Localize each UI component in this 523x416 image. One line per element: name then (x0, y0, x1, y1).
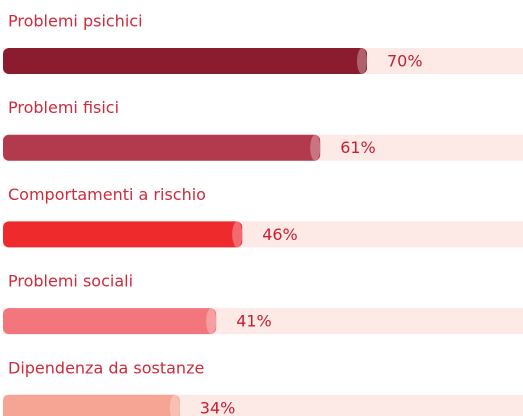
bar (3, 221, 243, 248)
value-label: 46% (262, 225, 298, 244)
bar (3, 394, 180, 416)
category-label: Problemi psichici (8, 12, 143, 31)
bar-cap (310, 134, 321, 161)
bar (3, 134, 321, 161)
value-label: 61% (340, 138, 376, 157)
bar (3, 308, 217, 335)
bar-cap (206, 308, 217, 335)
value-label: 34% (200, 398, 236, 416)
category-label: Problemi sociali (8, 272, 133, 291)
bar-cap (232, 221, 243, 248)
category-label: Dipendenza da sostanze (8, 358, 204, 377)
bar (3, 48, 367, 74)
category-label: Problemi fisici (8, 98, 119, 117)
bar-cap (169, 394, 180, 416)
value-label: 41% (236, 312, 272, 331)
value-label: 70% (387, 52, 423, 71)
bar-cap (357, 48, 367, 74)
category-label: Comportamenti a rischio (8, 185, 206, 204)
